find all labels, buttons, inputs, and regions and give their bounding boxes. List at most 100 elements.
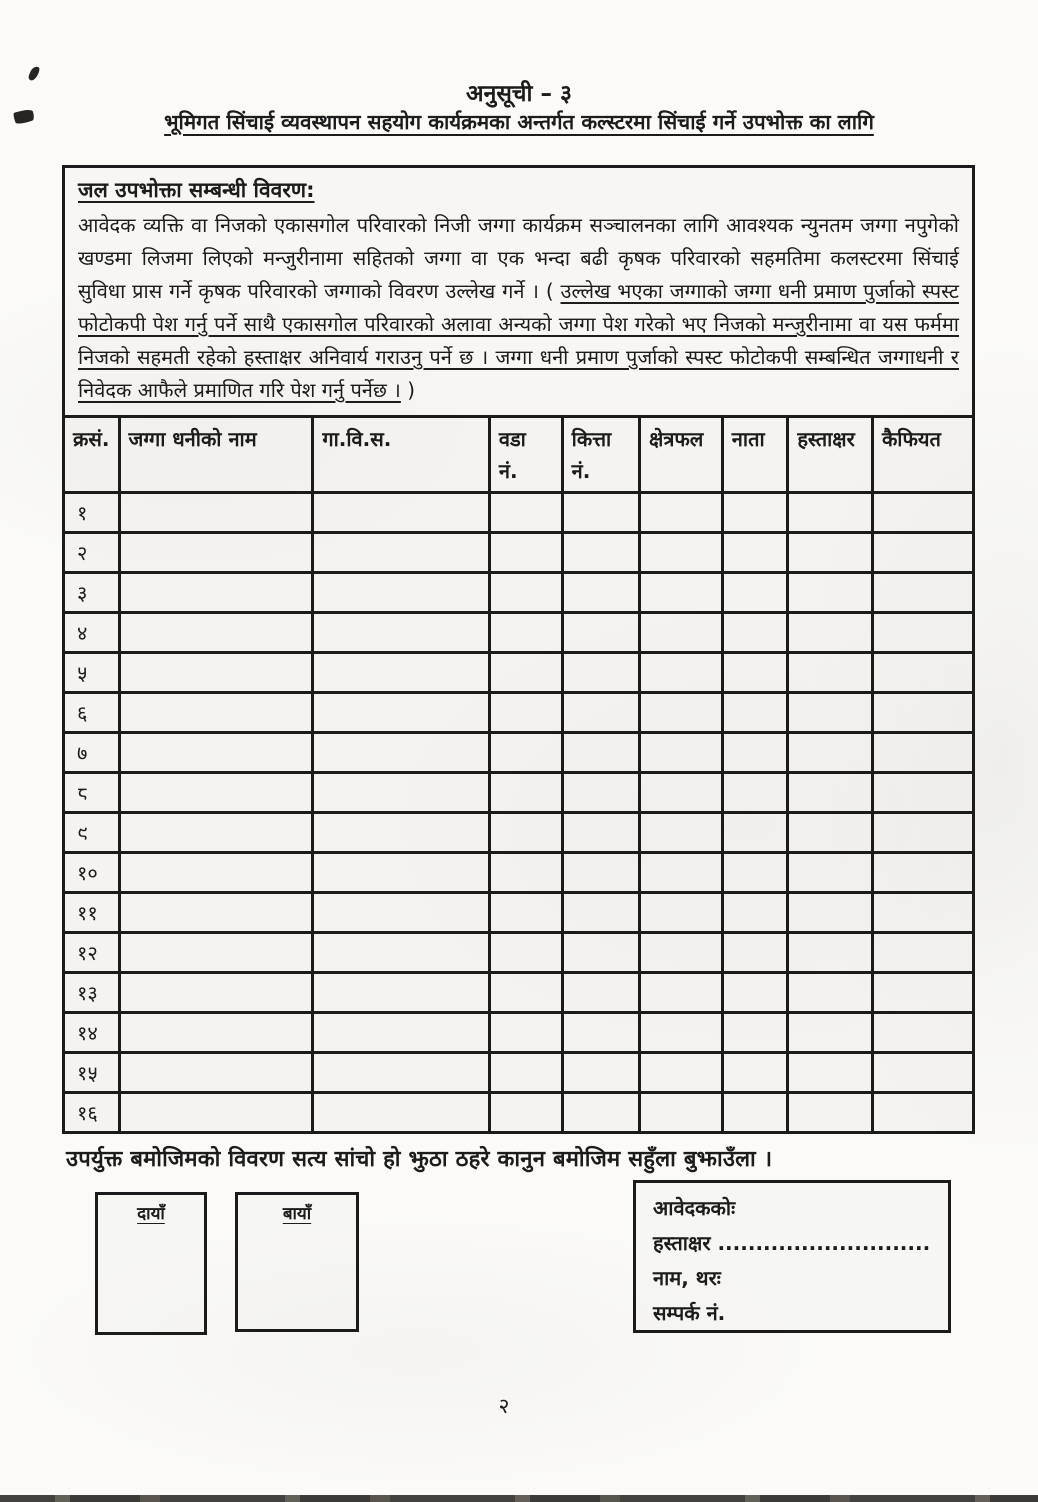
- serial-cell: ७: [62, 731, 121, 774]
- empty-cell: [311, 851, 491, 894]
- empty-cell: [870, 491, 976, 534]
- serial-cell: १६: [62, 1091, 121, 1134]
- column-header: क्षेत्रफल: [638, 415, 724, 494]
- page-number: २: [498, 1394, 510, 1418]
- empty-cell: [560, 1051, 642, 1094]
- table-row: १२: [62, 931, 976, 974]
- table-row: १६: [62, 1091, 976, 1134]
- table-row: ३: [62, 571, 976, 614]
- table-row: ९: [62, 811, 976, 854]
- empty-cell: [117, 811, 315, 854]
- empty-cell: [786, 1051, 874, 1094]
- table-row: ६: [62, 691, 976, 734]
- empty-cell: [786, 651, 874, 694]
- table-row: १४: [62, 1011, 976, 1054]
- empty-cell: [311, 971, 491, 1014]
- empty-cell: [870, 731, 976, 774]
- empty-cell: [786, 611, 874, 654]
- column-header: जग्गा धनीको नाम: [117, 415, 315, 494]
- empty-cell: [311, 1091, 491, 1134]
- empty-cell: [720, 931, 790, 974]
- empty-cell: [786, 691, 874, 734]
- empty-cell: [117, 491, 315, 534]
- empty-cell: [311, 571, 491, 614]
- details-box-heading: जल उपभोक्ता सम्बन्धी विवरण:: [78, 178, 315, 202]
- empty-cell: [638, 931, 724, 974]
- empty-cell: [720, 531, 790, 574]
- empty-cell: [487, 931, 564, 974]
- empty-cell: [720, 691, 790, 734]
- empty-cell: [638, 1011, 724, 1054]
- serial-cell: १५: [62, 1051, 121, 1094]
- table-row: ४: [62, 611, 976, 654]
- empty-cell: [560, 571, 642, 614]
- empty-cell: [487, 1051, 564, 1094]
- column-header: वडा नं.: [487, 415, 564, 494]
- serial-cell: १२: [62, 931, 121, 974]
- table-row: १३: [62, 971, 976, 1014]
- water-user-details-box: जल उपभोक्ता सम्बन्धी विवरण: आवेदक व्यक्त…: [62, 165, 975, 418]
- empty-cell: [560, 611, 642, 654]
- empty-cell: [560, 651, 642, 694]
- empty-cell: [560, 931, 642, 974]
- applicant-signature-line: हस्ताक्षर ............................: [653, 1231, 931, 1255]
- empty-cell: [311, 731, 491, 774]
- empty-cell: [487, 851, 564, 894]
- serial-cell: १४: [62, 1011, 121, 1054]
- empty-cell: [720, 771, 790, 814]
- empty-cell: [117, 531, 315, 574]
- empty-cell: [870, 891, 976, 934]
- empty-cell: [487, 971, 564, 1014]
- empty-cell: [117, 571, 315, 614]
- empty-cell: [560, 531, 642, 574]
- empty-cell: [487, 691, 564, 734]
- empty-cell: [487, 771, 564, 814]
- empty-cell: [870, 691, 976, 734]
- empty-cell: [311, 691, 491, 734]
- empty-cell: [786, 731, 874, 774]
- empty-cell: [487, 651, 564, 694]
- empty-cell: [117, 1051, 315, 1094]
- empty-cell: [786, 1091, 874, 1134]
- table-row: १: [62, 491, 976, 534]
- empty-cell: [560, 811, 642, 854]
- empty-cell: [786, 571, 874, 614]
- empty-cell: [560, 731, 642, 774]
- empty-cell: [487, 571, 564, 614]
- serial-cell: ४: [62, 611, 121, 654]
- empty-cell: [638, 531, 724, 574]
- empty-cell: [311, 891, 491, 934]
- empty-cell: [870, 851, 976, 894]
- column-header: गा.वि.स.: [311, 415, 491, 494]
- empty-cell: [487, 1091, 564, 1134]
- document-subtitle: भूमिगत सिंचाई व्यवस्थापन सहयोग कार्यक्रम…: [164, 110, 874, 134]
- empty-cell: [487, 491, 564, 534]
- empty-cell: [311, 651, 491, 694]
- empty-cell: [870, 931, 976, 974]
- serial-cell: ६: [62, 691, 121, 734]
- empty-cell: [720, 731, 790, 774]
- empty-cell: [560, 851, 642, 894]
- table-row: ७: [62, 731, 976, 774]
- empty-cell: [720, 651, 790, 694]
- table-row: १०: [62, 851, 976, 894]
- empty-cell: [560, 491, 642, 534]
- empty-cell: [638, 571, 724, 614]
- serial-cell: २: [62, 531, 121, 574]
- empty-cell: [786, 771, 874, 814]
- column-header: कित्ता नं.: [560, 415, 642, 494]
- empty-cell: [870, 971, 976, 1014]
- empty-cell: [870, 1011, 976, 1054]
- serial-cell: १: [62, 491, 121, 534]
- empty-cell: [720, 891, 790, 934]
- empty-cell: [786, 1011, 874, 1054]
- serial-cell: ३: [62, 571, 121, 614]
- empty-cell: [560, 1011, 642, 1054]
- empty-cell: [560, 971, 642, 1014]
- empty-cell: [487, 891, 564, 934]
- left-thumbprint-label: बायाँ: [282, 1204, 312, 1224]
- serial-cell: ९: [62, 811, 121, 854]
- serial-cell: ५: [62, 651, 121, 694]
- empty-cell: [720, 851, 790, 894]
